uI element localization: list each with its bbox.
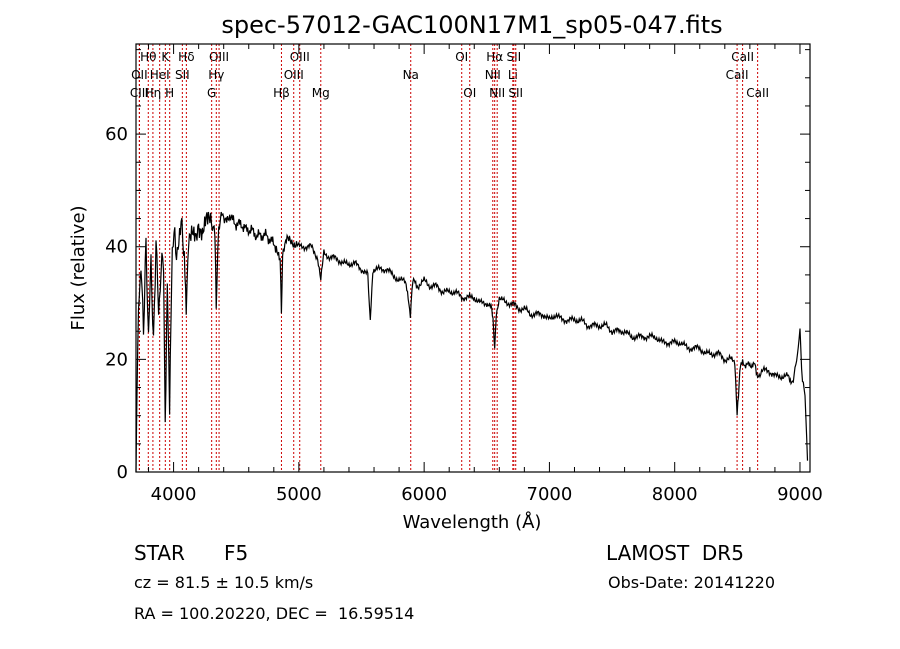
survey-name: LAMOST DR5	[606, 541, 744, 565]
x-tick-label: 6000	[401, 484, 447, 505]
y-tick-label: 0	[117, 462, 128, 483]
x-tick-label: 4000	[151, 484, 197, 505]
y-tick-label: 60	[105, 124, 128, 145]
line-label: OIII	[290, 50, 310, 64]
spectrum-line	[135, 211, 809, 473]
line-label: K	[161, 50, 170, 64]
line-label: OIII	[284, 68, 304, 82]
y-tick-label: 40	[105, 237, 128, 258]
line-label: OI	[455, 50, 468, 64]
line-label: NII	[489, 86, 505, 100]
line-label: Na	[403, 68, 419, 82]
line-label: H	[165, 86, 174, 100]
x-tick-label: 7000	[527, 484, 573, 505]
line-label: CIII	[130, 86, 149, 100]
line-label: CaII	[746, 86, 769, 100]
line-label: Hα	[486, 50, 503, 64]
object-class: STAR	[134, 541, 185, 565]
spectral-subclass: F5	[224, 541, 249, 565]
line-label: SII	[506, 50, 521, 64]
line-label: HeI	[150, 68, 170, 82]
line-label: OIII	[209, 50, 229, 64]
x-tick-label: 8000	[652, 484, 698, 505]
line-label: Li	[508, 68, 518, 82]
line-label: Hγ	[208, 68, 224, 82]
line-label: SII	[508, 86, 523, 100]
x-tick-label: 9000	[777, 484, 823, 505]
observation-date: Obs-Date: 20141220	[608, 573, 776, 592]
chart-title: spec-57012-GAC100N17M1_sp05-047.fits	[221, 11, 722, 39]
line-label: Hβ	[273, 86, 290, 100]
line-label: OI	[463, 86, 476, 100]
plot-frame	[135, 43, 811, 473]
axis-ticks: 4000 5000 6000 7000 8000 9000 0 20 40 60	[105, 44, 823, 505]
line-label: NII	[485, 68, 501, 82]
coordinates-readout: RA = 100.20220, DEC = 16.59514	[134, 604, 415, 623]
x-axis-label: Wavelength (Å)	[403, 511, 542, 533]
y-tick-label: 20	[105, 349, 128, 370]
line-label: CaII	[731, 50, 754, 64]
y-axis-label: Flux (relative)	[68, 205, 89, 330]
line-label: Hθ	[140, 50, 156, 64]
line-label: SII	[175, 68, 190, 82]
line-label: Hη	[145, 86, 162, 100]
redshift-readout: cz = 81.5 ± 10.5 km/s	[134, 573, 314, 592]
line-label: OII	[131, 68, 148, 82]
line-label: CaII	[726, 68, 749, 82]
x-tick-label: 5000	[276, 484, 322, 505]
line-label: Hδ	[178, 50, 194, 64]
line-label: Mg	[312, 86, 330, 100]
line-label: G	[207, 86, 216, 100]
